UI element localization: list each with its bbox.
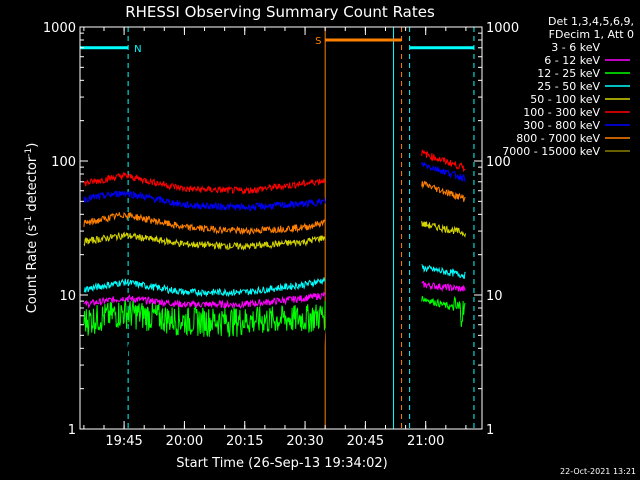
y-tick-label-2: 100: [51, 155, 76, 170]
legend-label-2: 12 - 25 keV: [537, 67, 600, 80]
flag-bars: NS: [80, 36, 474, 55]
legend-header-0: Det 1,3,4,5,6,9,: [548, 15, 634, 28]
y-tick-label-0: 1: [68, 423, 76, 438]
legend-label-4: 50 - 100 keV: [530, 93, 600, 106]
flag-label-1: S: [315, 36, 321, 47]
series-line-4-0: [83, 231, 326, 251]
legend-label-6: 300 - 800 keV: [523, 119, 600, 132]
series-line-4-1: [421, 220, 466, 238]
x-tick-label-4: 20:45: [347, 434, 384, 449]
chart-title: RHESSI Observing Summary Count Rates: [125, 3, 435, 21]
y-tick-label-right-2: 100: [486, 155, 511, 170]
y-axis-label: Count Rate (s-1 detector-1): [24, 143, 40, 314]
series-line-3-1: [421, 264, 466, 279]
series-line-3-0: [83, 277, 326, 298]
y-tick-label-3: 1000: [43, 21, 76, 36]
legend-label-5: 100 - 300 keV: [523, 106, 600, 119]
x-tick-label-3: 20:30: [286, 434, 323, 449]
flag-label-0: N: [134, 44, 141, 55]
series-line-7-0: [83, 212, 326, 236]
legend-label-0: 3 - 6 keV: [551, 41, 600, 54]
legend-label-8: 7000 - 15000 keV: [502, 145, 600, 158]
legend-label-3: 25 - 50 keV: [537, 80, 600, 93]
y-tick-label-right-1: 10: [486, 289, 503, 304]
series-line-5-0: [83, 172, 326, 195]
series-line-5-1: [421, 148, 466, 173]
series-line-1-0: [83, 291, 326, 310]
series-line-6-0: [83, 190, 326, 212]
series-line-2-0: [83, 300, 326, 338]
legend-label-7: 800 - 7000 keV: [516, 132, 600, 145]
series-line-0-1: [421, 344, 466, 377]
series-group: [83, 148, 466, 379]
y-tick-label-right-0: 1: [486, 423, 494, 438]
series-line-6-1: [421, 161, 466, 183]
time-markers: [79, 27, 475, 429]
x-tick-label-5: 21:00: [407, 434, 444, 449]
y-tick-label-1: 10: [59, 289, 76, 304]
x-tick-label-2: 20:15: [226, 434, 263, 449]
series-line-0-0: [83, 327, 326, 379]
plot-frame: [79, 26, 483, 430]
series-line-1-1: [421, 280, 466, 293]
legend: Det 1,3,4,5,6,9,FDecim 1, Att 03 - 6 keV…: [502, 15, 634, 158]
timestamp: 22-Oct-2021 13:21: [560, 467, 636, 476]
x-tick-label-1: 20:00: [166, 434, 203, 449]
axes: 19:45 20:00 20:15 20:30 20:45 21:00 1 1 10 10 100 1…: [43, 21, 519, 449]
legend-label-1: 6 - 12 keV: [544, 54, 600, 67]
x-tick-label-0: 19:45: [105, 434, 142, 449]
series-line-2-1: [421, 295, 466, 328]
series-line-7-1: [421, 180, 466, 202]
y-tick-label-right-3: 1000: [486, 21, 519, 36]
legend-header-1: FDecim 1, Att 0: [549, 28, 634, 41]
x-axis-label: Start Time (26-Sep-13 19:34:02): [176, 456, 387, 471]
